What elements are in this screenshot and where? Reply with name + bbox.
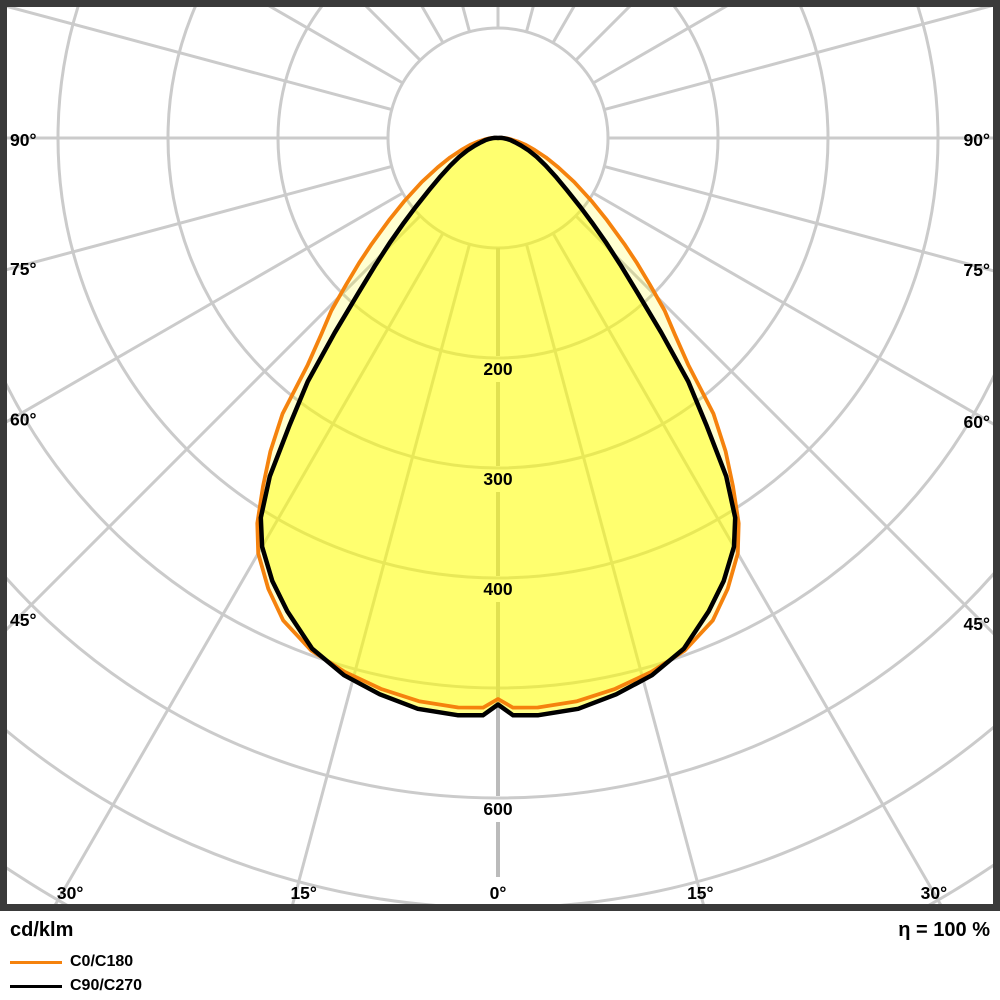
radial-tick-label: 600 [483,799,512,819]
efficiency-label: η = 100 % [898,919,990,941]
curve-fill-c0-c180 [257,137,739,708]
grid-spoke [54,232,445,904]
grid-spoke [551,232,942,904]
legend-line-c90-c270-icon [10,985,62,988]
radial-tick-label: 400 [483,579,512,599]
angle-tick-label: 15° [687,883,713,903]
angle-tick-label: 75° [964,260,990,280]
angle-tick-label: 60° [964,412,990,432]
polar-chart: 200 300 400 600 90° 75° 60° 45° 90° 75° 60° 45° 30° 1… [0,0,1000,911]
curve-fill-c90-c270 [260,137,736,716]
polar-chart-svg: 200 300 400 600 90° 75° 60° 45° 90° 75° 60° 45° 30° 1… [0,0,1000,911]
angle-tick-label: 30° [921,883,947,903]
grid-spoke [603,7,993,111]
angle-tick-label: 15° [290,883,316,903]
angle-tick-label: 60° [10,410,36,430]
angle-tick-label: 30° [57,883,83,903]
grid-spoke [7,191,404,424]
curve-c90-c270 [258,135,738,718]
angle-tick-label: 0° [490,883,507,903]
grid-spoke [603,165,993,273]
grid-spoke [7,214,422,632]
radial-tick-label: 200 [483,359,512,379]
grid-spoke [574,214,993,636]
grid-ring [7,572,993,800]
angle-tick-label: 45° [964,614,990,634]
angle-tick-label: 90° [10,130,36,150]
grid-spoke [7,7,393,111]
legend-label-c0-c180: C0/C180 [70,953,134,970]
grid-spoke [7,165,393,272]
grid-spoke [525,243,705,904]
legend-line-c0-c180-icon [10,961,62,964]
unit-label: cd/klm [10,919,74,941]
angle-tick-label: 90° [964,130,990,150]
legend-label-c90-c270: C90/C270 [70,977,143,994]
grid-spoke [592,191,993,426]
plot-frame [0,0,1000,911]
radial-tick-label: 300 [483,469,512,489]
grid-spoke [291,243,471,904]
curve-c0-c180 [255,135,741,710]
angle-tick-label: 75° [10,259,36,279]
angle-tick-label: 45° [10,610,36,630]
